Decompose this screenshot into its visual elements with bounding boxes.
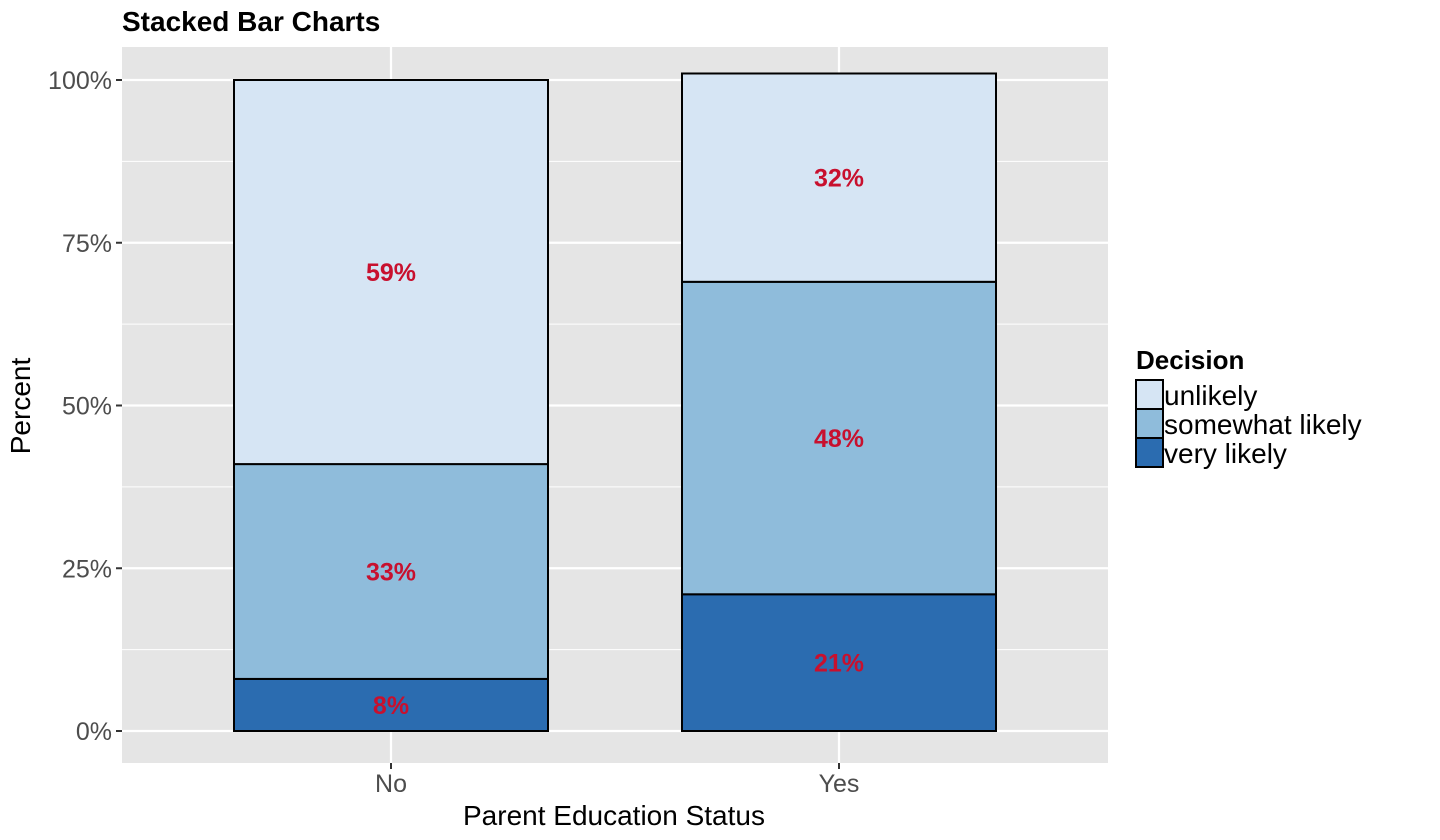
data-label: 48% (814, 425, 864, 453)
bar-segment (233, 79, 549, 466)
bar-segment (233, 463, 549, 680)
x-tick-label: Yes (819, 770, 860, 798)
bar-segment (681, 72, 997, 283)
data-label: 59% (366, 259, 416, 287)
bar-segment (681, 280, 997, 596)
legend-title: Decision (1136, 345, 1244, 375)
legend-label: somewhat likely (1164, 409, 1362, 440)
y-tick-label: 75% (62, 230, 112, 258)
legend-key (1135, 408, 1164, 439)
y-axis-title: Percent (5, 358, 36, 455)
legend-label: unlikely (1164, 380, 1257, 411)
bar-segment (681, 593, 997, 732)
data-label: 8% (373, 692, 409, 720)
x-axis-title: Parent Education Status (463, 800, 765, 831)
chart-title: Stacked Bar Charts (122, 6, 380, 37)
legend-label: very likely (1164, 438, 1287, 469)
y-tick-label: 50% (62, 393, 112, 421)
legend-key (1135, 437, 1164, 468)
x-tick-label: No (375, 770, 407, 798)
y-axis: 0% 25% 50% 75% 100% (48, 67, 122, 746)
data-labels: 8% 33% 59% 21% 48% 32% (366, 165, 864, 720)
y-tick-label: 25% (62, 555, 112, 583)
data-label: 33% (366, 559, 416, 587)
data-label: 32% (814, 165, 864, 193)
bars (233, 72, 997, 732)
data-label: 21% (814, 650, 864, 678)
y-tick-label: 0% (76, 718, 112, 746)
bar-segment (233, 677, 549, 732)
x-axis: No Yes (375, 763, 859, 798)
legend-key (1135, 379, 1164, 410)
y-tick-label: 100% (48, 67, 112, 95)
